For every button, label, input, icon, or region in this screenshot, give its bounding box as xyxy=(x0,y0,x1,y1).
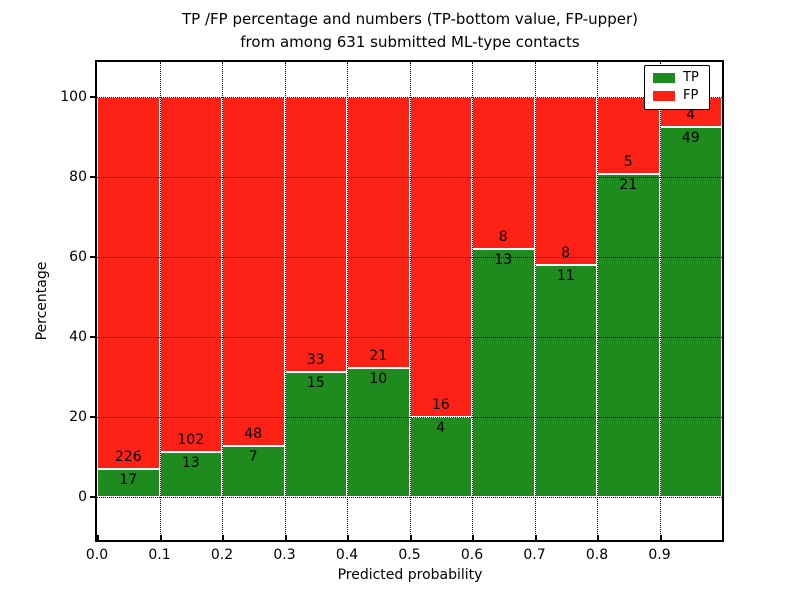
fp-count-label-1: 102 xyxy=(177,431,205,448)
y-tick-mark-100 xyxy=(90,96,95,98)
chart-title-line2: from among 631 submitted ML-type contact… xyxy=(240,33,580,51)
gridline-x-2 xyxy=(222,62,223,540)
gridline-x-8 xyxy=(597,62,598,540)
y-tick-mark-60 xyxy=(90,256,95,258)
bar-segment-fp-0 xyxy=(97,97,160,470)
y-tick-label-0: 0 xyxy=(78,489,87,505)
legend-item-fp: FP xyxy=(645,87,709,105)
x-tick-label-0.2: 0.2 xyxy=(210,547,234,563)
x-tick-mark-4 xyxy=(347,535,349,540)
tp-count-label-7: 11 xyxy=(556,268,575,285)
y-tick-label-80: 80 xyxy=(69,169,87,185)
legend: TP FP xyxy=(644,65,710,110)
bar-segment-fp-7 xyxy=(534,97,597,266)
x-tick-mark-5 xyxy=(409,535,412,540)
bars-layer xyxy=(97,62,722,540)
x-tick-mark-6 xyxy=(472,535,474,540)
tp-count-label-8: 21 xyxy=(619,176,638,193)
gridline-y-100 xyxy=(97,97,722,98)
bar-segment-fp-4 xyxy=(347,97,410,368)
bar-segment-fp-3 xyxy=(284,97,347,372)
chart-title-line1: TP /FP percentage and numbers (TP-bottom… xyxy=(182,10,638,28)
gridline-y-20 xyxy=(97,417,722,418)
fp-count-label-0: 226 xyxy=(114,449,142,466)
fp-count-label-9: 4 xyxy=(686,107,696,124)
y-tick-mark-0 xyxy=(90,496,95,498)
bar-segment-tp-6 xyxy=(472,249,535,497)
x-axis-label: Predicted probability xyxy=(337,567,483,583)
bar-segment-tp-9 xyxy=(659,127,722,497)
bar-segment-fp-2 xyxy=(222,97,285,447)
tp-count-label-9: 49 xyxy=(681,130,700,147)
x-tick-mark-8 xyxy=(597,535,599,540)
tp-count-label-6: 13 xyxy=(494,252,513,269)
legend-item-tp: TP xyxy=(645,69,709,87)
gridline-x-6 xyxy=(472,62,473,540)
gridline-x-9 xyxy=(659,62,661,540)
x-tick-label-0.8: 0.8 xyxy=(585,547,609,563)
fp-count-label-8: 5 xyxy=(623,153,633,170)
x-tick-marks xyxy=(97,62,722,540)
y-tick-mark-40 xyxy=(90,336,95,338)
bar-segment-tp-7 xyxy=(534,265,597,497)
bar-segment-fp-6 xyxy=(472,97,535,250)
fp-legend-swatch-icon xyxy=(653,91,675,101)
bar-labels-layer: 226 17 102 13 48 7 33 15 21 10 16 4 8 13 8 11 5 21 4 49 xyxy=(97,62,722,540)
y-tick-mark-80 xyxy=(90,176,95,178)
plot-area: 226 17 102 13 48 7 33 15 21 10 16 4 8 13 8 11 5 21 4 49 TP … xyxy=(95,60,724,542)
gridline-x-5 xyxy=(409,62,411,540)
bar-segment-tp-0 xyxy=(97,469,160,497)
x-tick-label-0.6: 0.6 xyxy=(460,547,484,563)
x-tick-mark-9 xyxy=(659,535,662,540)
gridline-x-3 xyxy=(284,62,286,540)
fp-count-label-4: 21 xyxy=(369,347,388,364)
tp-count-label-4: 10 xyxy=(369,370,388,387)
fp-count-label-5: 16 xyxy=(431,397,450,413)
fp-count-label-2: 48 xyxy=(244,426,263,443)
tp-legend-label: TP xyxy=(683,70,699,85)
y-tick-mark-20 xyxy=(90,416,95,418)
fp-count-label-3: 33 xyxy=(306,352,325,368)
x-tick-label-0.4: 0.4 xyxy=(335,547,359,563)
gridline-x-4 xyxy=(347,62,348,540)
x-tick-mark-1 xyxy=(159,535,162,540)
x-tick-label-0.3: 0.3 xyxy=(273,547,296,563)
grid-layer xyxy=(97,62,722,540)
x-tick-label-0.5: 0.5 xyxy=(398,547,421,563)
x-tick-mark-7 xyxy=(534,535,537,540)
x-tick-label-0.9: 0.9 xyxy=(648,547,671,563)
y-tick-label-20: 20 xyxy=(69,409,87,425)
fp-legend-label: FP xyxy=(683,88,699,103)
x-tick-mark-0 xyxy=(97,535,99,540)
x-tick-label-0.1: 0.1 xyxy=(148,547,171,563)
bar-segment-tp-8 xyxy=(597,173,660,497)
fp-count-label-6: 8 xyxy=(498,229,508,246)
y-tick-label-100: 100 xyxy=(60,89,87,105)
x-tick-mark-2 xyxy=(222,535,224,540)
gridline-y-40 xyxy=(97,337,722,338)
tp-count-label-2: 7 xyxy=(248,449,258,466)
bar-segment-fp-1 xyxy=(159,97,222,452)
y-tick-label-60: 60 xyxy=(69,249,87,265)
gridline-y-60 xyxy=(97,257,722,258)
gridline-y-0 xyxy=(97,497,722,498)
tp-legend-swatch-icon xyxy=(653,73,675,83)
x-tick-label-0.7: 0.7 xyxy=(523,547,546,563)
x-tick-label-0.0: 0.0 xyxy=(85,547,109,563)
y-tick-label-40: 40 xyxy=(69,329,87,345)
gridline-x-1 xyxy=(159,62,161,540)
tp-count-label-5: 4 xyxy=(436,420,446,436)
gridline-x-7 xyxy=(534,62,536,540)
tp-count-label-1: 13 xyxy=(181,454,200,471)
gridline-y-80 xyxy=(97,177,722,178)
x-tick-mark-3 xyxy=(284,535,287,540)
bar-segment-tp-5 xyxy=(409,417,472,497)
fp-count-label-7: 8 xyxy=(561,245,571,262)
tp-count-label-0: 17 xyxy=(119,472,138,489)
tp-count-label-3: 15 xyxy=(306,375,325,391)
